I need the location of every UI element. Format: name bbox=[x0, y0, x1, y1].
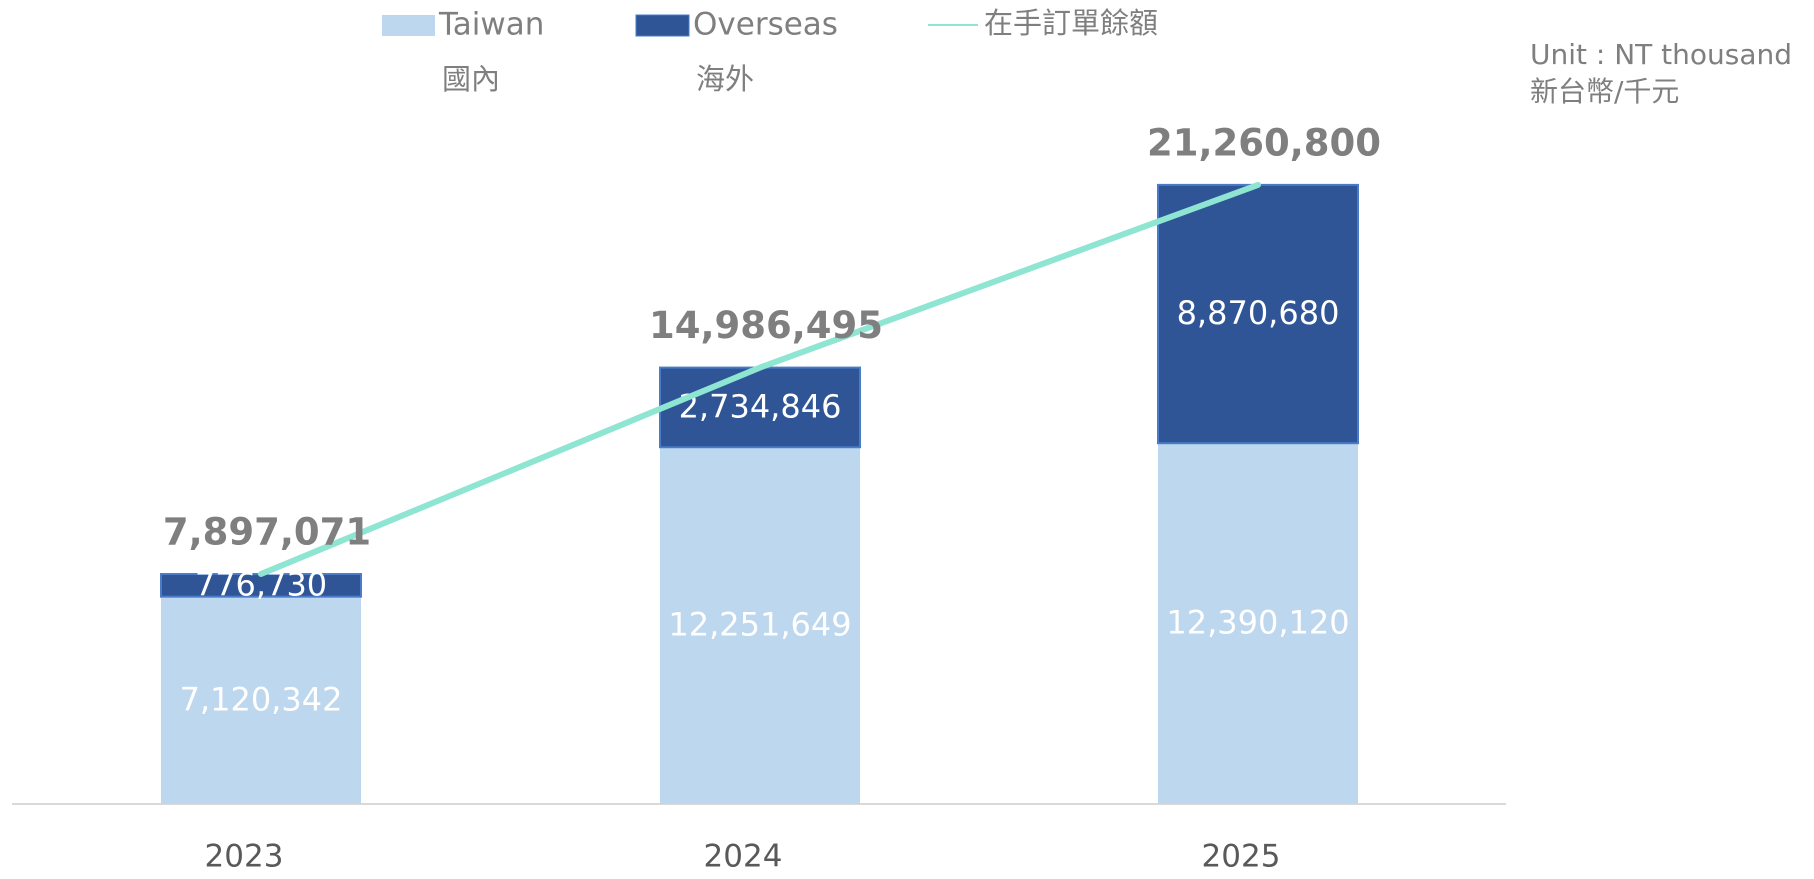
x-tick-label: 2024 bbox=[704, 839, 783, 875]
bar-segment bbox=[659, 366, 861, 449]
legend-label-zh: 國內 bbox=[442, 62, 500, 96]
legend-label-zh: 海外 bbox=[696, 62, 754, 96]
legend-label: Overseas bbox=[693, 7, 838, 43]
legend-label: Taiwan bbox=[438, 7, 544, 43]
bar-value-label: 7,120,342 bbox=[180, 680, 343, 718]
bar-value-label: 8,870,680 bbox=[1177, 294, 1340, 332]
unit-note: Unit : NT thousand bbox=[1530, 38, 1792, 71]
unit-note: 新台幣/千元 bbox=[1530, 75, 1679, 108]
x-tick-label: 2025 bbox=[1202, 839, 1281, 875]
legend-label: 在手訂單餘額 bbox=[984, 6, 1158, 40]
legend-swatch bbox=[382, 15, 435, 36]
x-tick-label: 2023 bbox=[205, 839, 284, 875]
bar-value-label: 12,251,649 bbox=[668, 606, 851, 644]
legend-swatch bbox=[635, 14, 690, 37]
bar-segment bbox=[1157, 183, 1359, 445]
bar-value-label: 12,390,120 bbox=[1166, 604, 1349, 642]
line-value-label: 14,986,495 bbox=[649, 304, 883, 347]
line-value-label: 21,260,800 bbox=[1147, 121, 1381, 164]
bar-segment bbox=[1158, 443, 1358, 804]
line-series bbox=[258, 181, 1261, 578]
bar-value-label: 2,734,846 bbox=[679, 387, 842, 425]
bar-segment bbox=[161, 596, 361, 804]
line-value-label: 7,897,071 bbox=[163, 511, 371, 554]
bar-segment bbox=[660, 447, 860, 804]
